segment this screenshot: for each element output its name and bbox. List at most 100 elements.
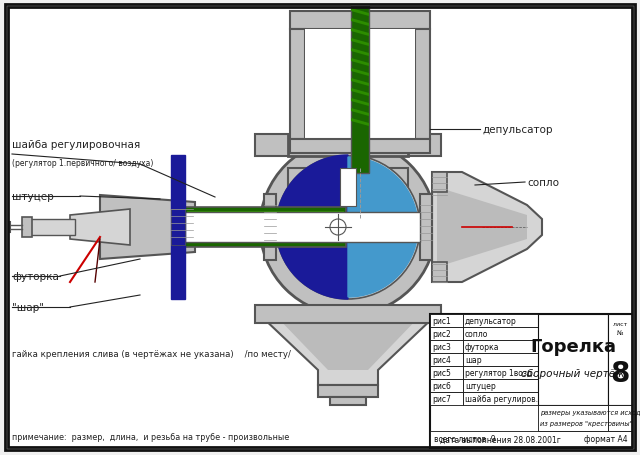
Bar bbox=[288, 135, 408, 157]
Text: рис1: рис1 bbox=[432, 316, 451, 325]
Bar bbox=[420, 195, 432, 260]
Polygon shape bbox=[351, 39, 369, 47]
Bar bbox=[463, 327, 538, 340]
Text: регулятор 1возд.: регулятор 1возд. bbox=[465, 368, 534, 377]
Text: сборочный чертёж: сборочный чертёж bbox=[521, 369, 625, 378]
Text: сопло: сопло bbox=[527, 177, 559, 187]
Text: рис7: рис7 bbox=[432, 394, 451, 403]
Polygon shape bbox=[351, 69, 369, 77]
Bar bbox=[463, 392, 538, 405]
Polygon shape bbox=[437, 187, 527, 268]
Polygon shape bbox=[351, 119, 369, 127]
Text: примечание:  размер,  длина,  и резьба на трубе - произвольные: примечание: размер, длина, и резьба на т… bbox=[12, 433, 289, 441]
Bar bbox=[430, 314, 463, 327]
Bar bbox=[22, 217, 32, 238]
Bar bbox=[538, 314, 608, 405]
Bar bbox=[255, 135, 441, 157]
Polygon shape bbox=[260, 315, 436, 385]
Polygon shape bbox=[351, 79, 369, 87]
Bar bbox=[30, 219, 75, 236]
Text: №: № bbox=[617, 331, 623, 336]
Bar bbox=[288, 169, 408, 187]
Bar bbox=[185, 207, 346, 248]
Circle shape bbox=[260, 140, 436, 315]
Polygon shape bbox=[351, 109, 369, 117]
Bar bbox=[264, 195, 276, 260]
Polygon shape bbox=[351, 99, 369, 107]
Bar bbox=[313, 187, 383, 202]
Bar bbox=[430, 379, 463, 392]
Text: сопло: сопло bbox=[465, 329, 488, 338]
Text: из размеров "крестовины": из размеров "крестовины" bbox=[540, 420, 632, 426]
Text: рис3: рис3 bbox=[432, 342, 451, 351]
Bar bbox=[463, 340, 538, 353]
Polygon shape bbox=[351, 89, 369, 97]
Bar bbox=[185, 212, 420, 243]
Polygon shape bbox=[351, 59, 369, 67]
Polygon shape bbox=[276, 156, 348, 299]
Text: размеры указываются исходя: размеры указываются исходя bbox=[540, 409, 640, 415]
Text: штуцер: штуцер bbox=[12, 192, 54, 202]
Polygon shape bbox=[351, 49, 369, 57]
Bar bbox=[430, 366, 463, 379]
Text: лист: лист bbox=[612, 322, 628, 327]
Bar bbox=[171, 210, 185, 245]
Bar bbox=[430, 314, 632, 448]
Text: (регулятор 1.первичного/ воздуха): (регулятор 1.первичного/ воздуха) bbox=[12, 159, 154, 167]
Polygon shape bbox=[275, 315, 421, 370]
Bar bbox=[430, 327, 463, 340]
Text: рис4: рис4 bbox=[432, 355, 451, 364]
Text: рис6: рис6 bbox=[432, 381, 451, 390]
Bar bbox=[432, 172, 447, 192]
Text: рис5: рис5 bbox=[432, 368, 451, 377]
Bar bbox=[432, 263, 447, 283]
Bar bbox=[608, 314, 632, 405]
Bar bbox=[351, 7, 369, 174]
Text: "шар": "шар" bbox=[12, 302, 44, 312]
Text: шайба регулиров.: шайба регулиров. bbox=[465, 394, 538, 403]
Bar bbox=[318, 385, 378, 397]
Text: всего листов  9: всего листов 9 bbox=[434, 435, 495, 444]
Bar bbox=[538, 405, 608, 431]
Text: депульсатор: депульсатор bbox=[465, 316, 516, 325]
Text: гайка крепления слива (в чертёжах не указана)    /по месту/: гайка крепления слива (в чертёжах не ука… bbox=[12, 350, 291, 359]
Bar bbox=[463, 379, 538, 392]
Bar bbox=[463, 353, 538, 366]
Polygon shape bbox=[351, 29, 369, 37]
Text: шайба регулировочная: шайба регулировочная bbox=[12, 140, 140, 150]
Bar bbox=[463, 366, 538, 379]
Bar bbox=[290, 12, 430, 30]
Polygon shape bbox=[70, 210, 130, 245]
Bar bbox=[430, 392, 463, 405]
Bar bbox=[330, 397, 366, 405]
Bar bbox=[430, 340, 463, 353]
Text: штуцер: штуцер bbox=[465, 381, 496, 390]
Bar bbox=[255, 305, 441, 324]
Polygon shape bbox=[351, 9, 369, 17]
Text: Горелка: Горелка bbox=[530, 337, 616, 355]
Bar bbox=[171, 156, 185, 299]
Polygon shape bbox=[432, 172, 542, 283]
Bar bbox=[415, 30, 430, 140]
Bar bbox=[340, 169, 356, 207]
Text: футорка: футорка bbox=[465, 342, 499, 351]
Bar bbox=[187, 212, 344, 222]
Text: 8: 8 bbox=[611, 359, 630, 387]
Bar bbox=[430, 353, 463, 366]
Bar bbox=[463, 314, 538, 327]
Polygon shape bbox=[100, 196, 195, 259]
Bar bbox=[290, 30, 305, 140]
Text: футорка: футорка bbox=[12, 271, 59, 281]
Text: дата выполнения 28.08.2001г: дата выполнения 28.08.2001г bbox=[440, 435, 561, 444]
Polygon shape bbox=[351, 19, 369, 27]
Circle shape bbox=[276, 156, 420, 299]
Text: шар: шар bbox=[465, 355, 482, 364]
Text: рис2: рис2 bbox=[432, 329, 451, 338]
Text: депульсатор: депульсатор bbox=[482, 125, 552, 135]
Bar bbox=[430, 431, 632, 448]
Bar bbox=[305, 30, 415, 140]
Bar bbox=[608, 405, 632, 431]
Polygon shape bbox=[348, 157, 418, 298]
Text: формат А4: формат А4 bbox=[584, 435, 628, 444]
Bar bbox=[290, 140, 430, 154]
